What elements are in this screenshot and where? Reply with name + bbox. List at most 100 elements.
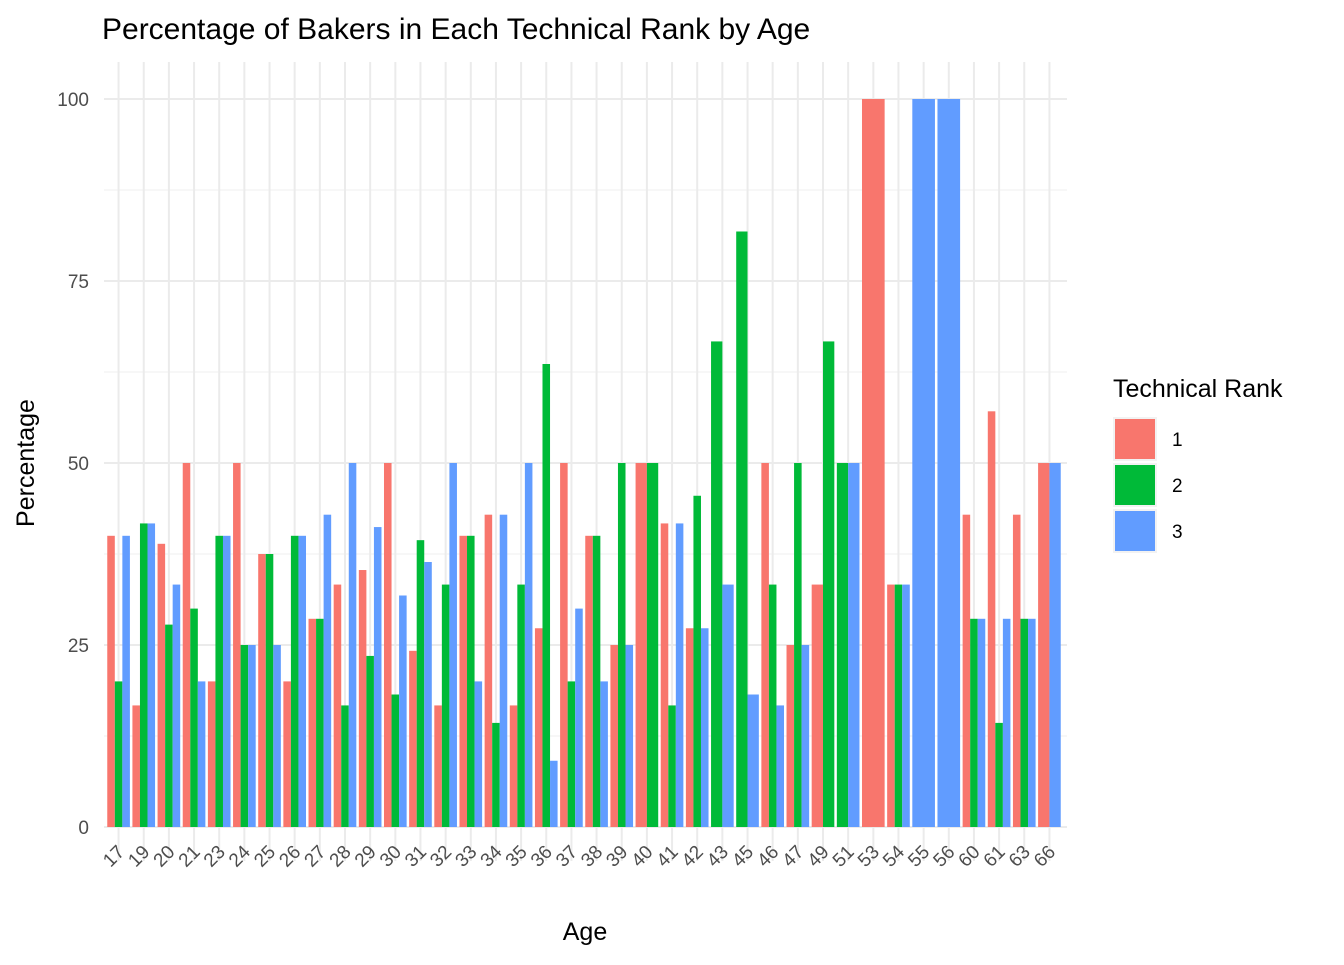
bar-age-36-rank-2 bbox=[542, 363, 551, 827]
bar-age-39-rank-3 bbox=[625, 645, 634, 827]
bar-age-54-rank-1 bbox=[887, 584, 895, 827]
bar-age-47-rank-2 bbox=[794, 463, 802, 827]
bar-age-26-rank-2 bbox=[290, 535, 299, 827]
bar-age-31-rank-3 bbox=[424, 562, 432, 827]
bar-age-60-rank-2 bbox=[970, 618, 978, 827]
bar-age-32-rank-1 bbox=[434, 705, 442, 827]
bar-age-33-rank-1 bbox=[459, 535, 468, 827]
bar-age-21-rank-3 bbox=[197, 681, 206, 827]
bar-age-53-rank-1 bbox=[861, 99, 885, 827]
bar-age-43-rank-2 bbox=[711, 341, 723, 827]
bar-age-35-rank-3 bbox=[524, 463, 533, 827]
bar-age-28-rank-1 bbox=[333, 584, 342, 827]
bar-age-23-rank-1 bbox=[207, 681, 216, 827]
bar-age-19-rank-2 bbox=[139, 523, 148, 827]
bar-age-31-rank-2 bbox=[416, 540, 425, 827]
bar-age-19-rank-1 bbox=[132, 705, 140, 827]
bar-age-31-rank-1 bbox=[409, 650, 417, 827]
bar-age-41-rank-1 bbox=[660, 523, 669, 827]
y-tick-label: 50 bbox=[68, 454, 89, 475]
bar-age-66-rank-1 bbox=[1038, 463, 1050, 827]
bar-age-23-rank-2 bbox=[215, 535, 223, 827]
bar-age-51-rank-3 bbox=[848, 463, 860, 827]
legend-swatch-rank-2 bbox=[1115, 465, 1155, 505]
bar-age-42-rank-1 bbox=[685, 628, 694, 827]
y-tick-label: 100 bbox=[57, 90, 89, 111]
bar-age-27-rank-1 bbox=[308, 618, 317, 827]
bar-age-41-rank-3 bbox=[675, 523, 684, 827]
bar-age-26-rank-1 bbox=[283, 681, 291, 827]
bar-age-66-rank-3 bbox=[1049, 463, 1061, 827]
x-axis-title: Age bbox=[563, 918, 607, 946]
bar-age-30-rank-1 bbox=[383, 463, 392, 827]
bar-age-47-rank-1 bbox=[786, 645, 795, 827]
bar-age-30-rank-3 bbox=[399, 595, 407, 827]
bar-age-34-rank-2 bbox=[492, 722, 500, 827]
bar-age-25-rank-2 bbox=[265, 554, 274, 827]
bar-age-38-rank-1 bbox=[585, 535, 593, 827]
bar-age-27-rank-2 bbox=[316, 618, 324, 827]
bar-age-38-rank-2 bbox=[592, 535, 601, 827]
bar-age-63-rank-2 bbox=[1020, 618, 1029, 827]
bar-age-33-rank-3 bbox=[474, 681, 483, 827]
bar-age-27-rank-3 bbox=[323, 514, 332, 827]
bar-age-37-rank-1 bbox=[560, 463, 568, 827]
bar-age-51-rank-2 bbox=[836, 463, 849, 827]
bar-age-37-rank-3 bbox=[575, 608, 583, 827]
bar-age-40-rank-1 bbox=[635, 463, 647, 827]
bar-age-17-rank-1 bbox=[107, 535, 115, 827]
bar-age-25-rank-3 bbox=[273, 645, 281, 827]
bar-age-54-rank-3 bbox=[902, 584, 910, 827]
bar-age-28-rank-3 bbox=[348, 463, 357, 827]
legend-label: 2 bbox=[1172, 476, 1183, 497]
bar-age-17-rank-3 bbox=[122, 535, 130, 827]
y-axis-title: Percentage bbox=[12, 399, 40, 527]
bar-age-46-rank-1 bbox=[761, 463, 769, 827]
bars bbox=[107, 99, 1061, 828]
bar-age-24-rank-3 bbox=[248, 645, 256, 827]
bar-age-39-rank-1 bbox=[610, 645, 618, 827]
bar-age-42-rank-3 bbox=[700, 628, 709, 827]
bar-age-34-rank-3 bbox=[499, 514, 508, 827]
bar-age-33-rank-2 bbox=[467, 535, 475, 827]
legend-title: Technical Rank bbox=[1113, 375, 1283, 403]
bar-age-60-rank-3 bbox=[977, 618, 986, 827]
bar-age-41-rank-2 bbox=[668, 705, 676, 827]
bar-age-20-rank-1 bbox=[157, 543, 166, 827]
bar-age-21-rank-1 bbox=[182, 463, 191, 827]
y-tick-label: 25 bbox=[68, 636, 89, 657]
bar-age-46-rank-2 bbox=[768, 584, 777, 827]
x-tick-label: 66 bbox=[1030, 842, 1060, 872]
bar-age-47-rank-3 bbox=[801, 645, 810, 827]
bar-age-56-rank-3 bbox=[937, 99, 961, 827]
bar-age-29-rank-3 bbox=[373, 527, 382, 827]
legend-label: 3 bbox=[1172, 522, 1183, 543]
y-tick-label: 0 bbox=[78, 818, 89, 839]
bar-age-39-rank-2 bbox=[617, 463, 626, 827]
bar-age-63-rank-3 bbox=[1028, 618, 1036, 827]
bar-age-25-rank-1 bbox=[258, 554, 266, 827]
bar-age-29-rank-1 bbox=[358, 570, 367, 827]
bar-age-61-rank-3 bbox=[1002, 618, 1011, 827]
bar-age-60-rank-1 bbox=[962, 514, 971, 827]
bar-age-40-rank-2 bbox=[646, 463, 659, 827]
legend: Technical Rank 1 2 3 bbox=[1113, 375, 1283, 553]
bar-age-32-rank-2 bbox=[441, 584, 450, 827]
bar-age-24-rank-2 bbox=[240, 645, 249, 827]
bar-age-37-rank-2 bbox=[567, 681, 576, 827]
bar-age-20-rank-2 bbox=[165, 624, 173, 827]
bar-age-29-rank-2 bbox=[366, 655, 374, 827]
y-tick-label: 75 bbox=[68, 272, 89, 293]
bar-age-49-rank-2 bbox=[823, 341, 835, 827]
bar-age-23-rank-3 bbox=[222, 535, 231, 827]
bar-age-19-rank-3 bbox=[147, 523, 156, 827]
bar-age-20-rank-3 bbox=[172, 584, 181, 827]
bar-age-30-rank-2 bbox=[391, 694, 400, 827]
legend-swatch-rank-3 bbox=[1115, 511, 1155, 551]
bar-age-26-rank-3 bbox=[298, 535, 307, 827]
bar-age-49-rank-1 bbox=[811, 584, 823, 827]
legend-swatch-rank-1 bbox=[1115, 419, 1155, 459]
bar-age-36-rank-1 bbox=[534, 628, 543, 827]
